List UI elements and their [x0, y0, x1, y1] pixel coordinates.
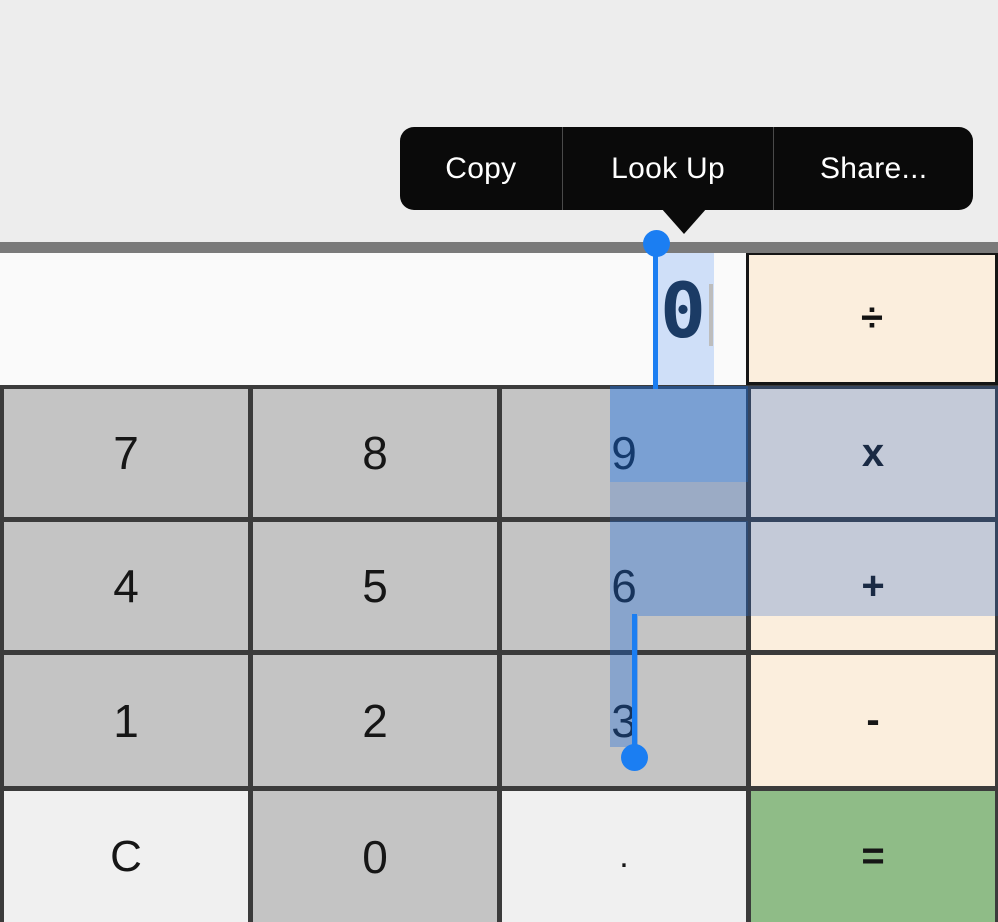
- selection-handle-bottom[interactable]: [621, 744, 648, 771]
- keypad-grid: 7 8 9 x 4 5 6 + 1 2 3 - C 0 . =: [0, 385, 998, 922]
- selection-handle-bottom-stem: [632, 614, 637, 746]
- divide-button[interactable]: ÷: [746, 252, 998, 385]
- button-0[interactable]: 0: [253, 791, 497, 922]
- button-9[interactable]: 9: [502, 389, 746, 517]
- multiply-button[interactable]: x: [751, 389, 995, 517]
- selection-handle-top-stem: [653, 241, 658, 389]
- clear-button[interactable]: C: [4, 791, 248, 922]
- button-4[interactable]: 4: [4, 522, 248, 650]
- copy-button[interactable]: Copy: [445, 151, 517, 185]
- button-5[interactable]: 5: [253, 522, 497, 650]
- selection-handle-top[interactable]: [643, 230, 670, 257]
- button-2[interactable]: 2: [253, 655, 497, 786]
- equals-button[interactable]: =: [751, 791, 995, 922]
- share-button[interactable]: Share...: [819, 151, 928, 185]
- menu-caret-icon: [661, 208, 707, 234]
- display-value: 0: [660, 266, 706, 355]
- button-8[interactable]: 8: [253, 389, 497, 517]
- plus-button[interactable]: +: [751, 522, 995, 650]
- minus-button[interactable]: -: [751, 655, 995, 786]
- context-menu: Copy Look Up Share...: [400, 127, 973, 210]
- separator-bar: [0, 242, 998, 253]
- display-scrollbar[interactable]: [709, 284, 713, 346]
- look-up-button[interactable]: Look Up: [561, 127, 775, 210]
- decimal-button[interactable]: .: [502, 791, 746, 922]
- calculator-display[interactable]: [0, 253, 746, 385]
- button-1[interactable]: 1: [4, 655, 248, 786]
- button-6[interactable]: 6: [502, 522, 746, 650]
- button-7[interactable]: 7: [4, 389, 248, 517]
